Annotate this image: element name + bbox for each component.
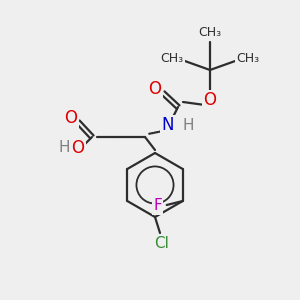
- Text: O: O: [148, 80, 161, 98]
- Text: H: H: [58, 140, 70, 155]
- Text: CH₃: CH₃: [198, 26, 222, 38]
- Text: O: O: [64, 109, 77, 127]
- Text: O: O: [71, 139, 85, 157]
- Text: Cl: Cl: [154, 236, 169, 250]
- Text: H: H: [182, 118, 194, 133]
- Text: F: F: [153, 199, 162, 214]
- Text: CH₃: CH₃: [160, 52, 184, 64]
- Text: CH₃: CH₃: [236, 52, 260, 64]
- Text: O: O: [203, 91, 217, 109]
- Text: N: N: [162, 116, 174, 134]
